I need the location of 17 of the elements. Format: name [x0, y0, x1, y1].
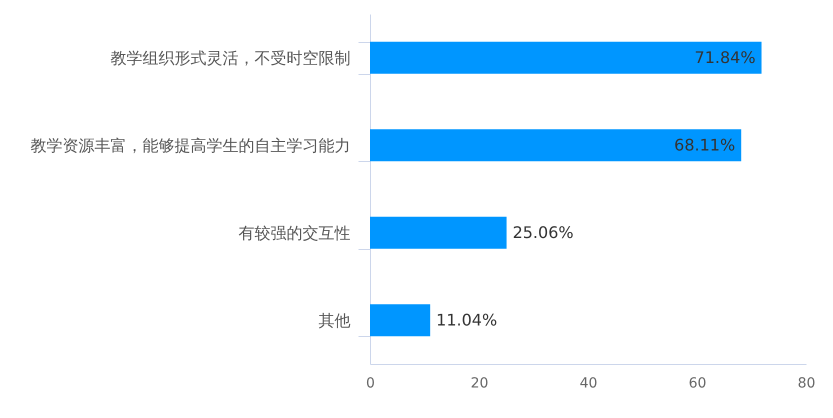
data-label: 25.06%: [512, 222, 574, 242]
data-label: 71.84%: [694, 48, 756, 67]
x-tick-label: 20: [470, 376, 488, 392]
x-tick-label: 40: [580, 376, 598, 392]
x-tick-label: 0: [366, 376, 375, 392]
bar: [370, 304, 430, 336]
y-tick-label: 有较强的交互性: [238, 223, 350, 242]
y-tick-label: 教学组织形式灵活，不受时空限制: [110, 48, 350, 68]
data-label: 11.04%: [436, 310, 498, 330]
y-tick-label: 其他: [318, 310, 350, 330]
data-label: 68.11%: [674, 135, 736, 154]
bar: [370, 216, 507, 249]
bar: [370, 42, 762, 74]
y-tick-label: 教学资源丰富，能够提高学生的自主学习能力: [30, 136, 350, 155]
x-tick-label: 80: [798, 376, 816, 392]
x-tick-label: 60: [688, 376, 706, 392]
bar: [370, 129, 742, 162]
